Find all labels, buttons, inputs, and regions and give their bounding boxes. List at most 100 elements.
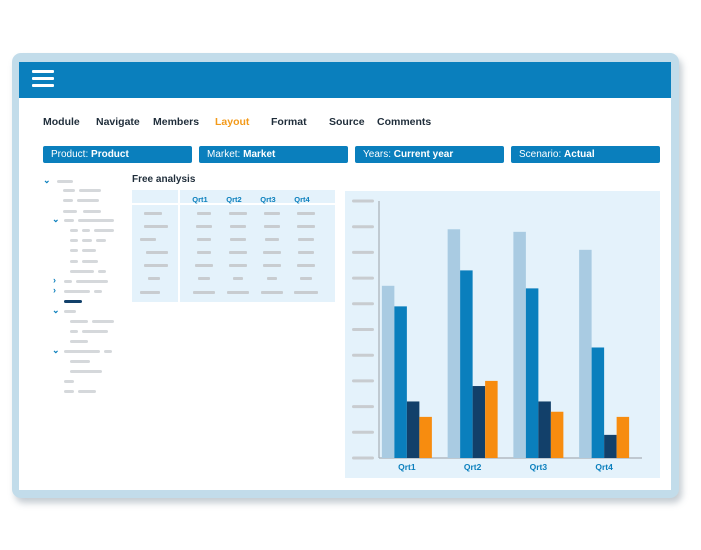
tree-item[interactable]: [96, 239, 106, 242]
grid-cell[interactable]: [197, 212, 211, 215]
grid-row-header[interactable]: [140, 291, 160, 294]
menu-item-navigate[interactable]: Navigate: [96, 116, 140, 128]
tree-item-selected[interactable]: [64, 300, 82, 303]
bar-series-3-qrt4[interactable]: [604, 434, 617, 458]
grid-cell[interactable]: [263, 264, 281, 267]
tree-item[interactable]: [64, 390, 74, 393]
grid-column-header[interactable]: Qrt4: [294, 195, 310, 204]
filter-market[interactable]: Market: Market: [199, 146, 348, 163]
tree-item[interactable]: [70, 229, 78, 232]
tree-item[interactable]: [78, 390, 96, 393]
tree-item[interactable]: [79, 189, 101, 192]
grid-row-header[interactable]: [144, 212, 162, 215]
bar-series-4-qrt3[interactable]: [550, 411, 564, 458]
menu-item-comments[interactable]: Comments: [377, 116, 432, 128]
grid-row-header[interactable]: [146, 251, 168, 254]
grid-cell[interactable]: [197, 238, 211, 241]
grid-cell[interactable]: [230, 238, 246, 241]
tree-item[interactable]: [64, 290, 90, 293]
tree-item[interactable]: [70, 340, 88, 343]
menu-item-format[interactable]: Format: [271, 116, 307, 128]
tree-item[interactable]: [98, 270, 106, 273]
bar-series-2-qrt4[interactable]: [591, 347, 605, 458]
bar-series-2-qrt2[interactable]: [460, 270, 473, 458]
tree-item[interactable]: [70, 370, 102, 373]
grid-cell[interactable]: [263, 251, 281, 254]
tree-item[interactable]: [76, 280, 108, 283]
grid-cell[interactable]: [229, 264, 247, 267]
chevron-right-icon[interactable]: ›: [53, 275, 56, 285]
tree-item[interactable]: [82, 239, 92, 242]
bar-series-1-qrt1[interactable]: [381, 285, 395, 458]
bar-series-1-qrt4[interactable]: [579, 249, 592, 458]
tree-item[interactable]: [64, 219, 74, 222]
tree-item[interactable]: [57, 180, 73, 183]
grid-cell[interactable]: [229, 251, 247, 254]
tree-item[interactable]: [78, 219, 114, 222]
tree-item[interactable]: [63, 189, 75, 192]
tree-item[interactable]: [70, 360, 90, 363]
menu-item-source[interactable]: Source: [329, 116, 365, 128]
tree-item[interactable]: [83, 210, 101, 213]
bar-series-1-qrt3[interactable]: [513, 231, 526, 458]
hamburger-icon[interactable]: [32, 70, 54, 88]
filter-product[interactable]: Product: Product: [43, 146, 192, 163]
grid-cell[interactable]: [294, 291, 318, 294]
bar-series-3-qrt2[interactable]: [472, 386, 486, 458]
bar-series-3-qrt1[interactable]: [406, 401, 420, 458]
bar-series-2-qrt1[interactable]: [394, 306, 407, 458]
menu-item-layout[interactable]: Layout: [215, 116, 250, 128]
grid-row-header[interactable]: [144, 264, 168, 267]
tree-item[interactable]: [64, 310, 76, 313]
chevron-down-icon[interactable]: ⌄: [52, 214, 60, 224]
bar-series-4-qrt4[interactable]: [616, 416, 630, 458]
bar-series-1-qrt2[interactable]: [447, 229, 461, 458]
grid-cell[interactable]: [197, 251, 211, 254]
bar-series-4-qrt2[interactable]: [485, 380, 498, 458]
grid-cell[interactable]: [229, 212, 247, 215]
chevron-down-icon[interactable]: ⌄: [43, 175, 51, 185]
menu-item-members[interactable]: Members: [153, 116, 200, 128]
tree-item[interactable]: [70, 239, 78, 242]
tree-item[interactable]: [82, 260, 98, 263]
grid-cell[interactable]: [261, 291, 283, 294]
tree-item[interactable]: [92, 320, 114, 323]
tree-item[interactable]: [70, 330, 78, 333]
grid-cell[interactable]: [298, 238, 314, 241]
analysis-grid[interactable]: Qrt1 Qrt2 Qrt3 Qrt4: [132, 190, 335, 302]
bar-series-4-qrt1[interactable]: [419, 416, 432, 458]
grid-cell[interactable]: [230, 225, 246, 228]
grid-column-header[interactable]: Qrt1: [192, 195, 208, 204]
grid-column-header[interactable]: Qrt3: [260, 195, 276, 204]
bar-series-2-qrt3[interactable]: [525, 288, 539, 458]
grid-row-header[interactable]: [144, 225, 168, 228]
grid-cell[interactable]: [300, 277, 312, 280]
bar-series-3-qrt3[interactable]: [538, 401, 551, 458]
chevron-down-icon[interactable]: ⌄: [52, 305, 60, 315]
grid-cell[interactable]: [264, 212, 280, 215]
grid-cell[interactable]: [195, 264, 213, 267]
grid-cell[interactable]: [297, 212, 315, 215]
grid-column-header[interactable]: Qrt2: [226, 195, 242, 204]
tree-item[interactable]: [70, 320, 88, 323]
tree-item[interactable]: [77, 199, 99, 202]
grid-row-header[interactable]: [148, 277, 160, 280]
tree-item[interactable]: [64, 350, 100, 353]
menu-item-module[interactable]: Module: [43, 116, 80, 128]
grid-cell[interactable]: [196, 225, 212, 228]
grid-cell[interactable]: [233, 277, 243, 280]
chevron-right-icon[interactable]: ›: [53, 285, 56, 295]
grid-cell[interactable]: [198, 277, 210, 280]
tree-item[interactable]: [70, 270, 94, 273]
tree-item[interactable]: [63, 210, 77, 213]
tree-item[interactable]: [82, 249, 96, 252]
grid-cell[interactable]: [297, 225, 315, 228]
tree-item[interactable]: [104, 350, 112, 353]
grid-cell[interactable]: [265, 238, 279, 241]
tree-item[interactable]: [64, 380, 74, 383]
grid-cell[interactable]: [298, 251, 314, 254]
tree-item[interactable]: [82, 330, 108, 333]
chevron-down-icon[interactable]: ⌄: [52, 345, 60, 355]
filter-scenario[interactable]: Scenario: Actual: [511, 146, 660, 163]
grid-cell[interactable]: [193, 291, 215, 294]
